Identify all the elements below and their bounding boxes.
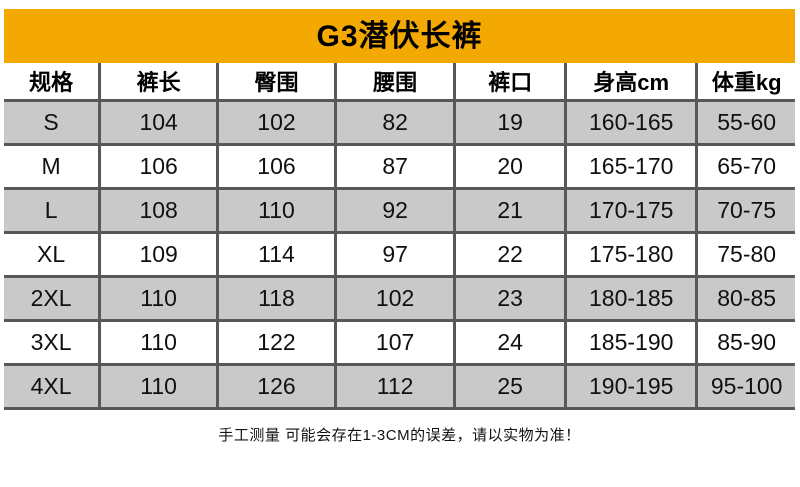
table-row: S 104 102 82 19 160-165 55-60 [4, 100, 795, 144]
size-cell: 3XL [30, 328, 72, 355]
value-cell: 107 [333, 320, 455, 364]
value-cell: 106 [98, 144, 218, 188]
page-title: G3潜伏长裤 [316, 20, 483, 53]
value-cell: 180-185 [564, 276, 697, 320]
value-cell: 122 [216, 320, 336, 364]
column-header: 裤口 [453, 63, 566, 100]
table-body: S 104 102 82 19 160-165 55-60 M 106 106 87 20 165-17… [4, 100, 795, 408]
size-cell: XL [37, 240, 66, 267]
value-cell: 102 [333, 276, 455, 320]
value-cell: 92 [333, 188, 455, 232]
value-cell: 22 [453, 232, 566, 276]
value-cell: 87 [333, 144, 455, 188]
size-chart-table: 规格 裤长 臀围 腰围 裤口 身高cm 体重kg S 104 102 82 19 160-165 55-… [4, 63, 795, 410]
value-cell: 185-190 [564, 320, 697, 364]
value-cell: 190-195 [564, 364, 697, 408]
value-cell: 165-170 [564, 144, 697, 188]
value-cell: 24 [453, 320, 566, 364]
value-cell: 70-75 [695, 188, 795, 232]
value-cell: 80-85 [695, 276, 795, 320]
table-header: 规格 裤长 臀围 腰围 裤口 身高cm 体重kg [4, 63, 795, 100]
value-cell: 106 [216, 144, 336, 188]
column-header: 规格 [29, 69, 74, 95]
value-cell: 175-180 [564, 232, 697, 276]
table-row: 3XL 110 122 107 24 185-190 85-90 [4, 320, 795, 364]
table-row: XL 109 114 97 22 175-180 75-80 [4, 232, 795, 276]
value-cell: 19 [453, 100, 566, 144]
column-header: 体重kg [695, 63, 795, 100]
value-cell: 21 [453, 188, 566, 232]
value-cell: 109 [98, 232, 218, 276]
value-cell: 126 [216, 364, 336, 408]
value-cell: 160-165 [564, 100, 697, 144]
title-banner: G3潜伏长裤 [4, 9, 795, 63]
value-cell: 110 [98, 364, 218, 408]
value-cell: 104 [98, 100, 218, 144]
value-cell: 20 [453, 144, 566, 188]
value-cell: 114 [216, 232, 336, 276]
value-cell: 85-90 [695, 320, 795, 364]
value-cell: 108 [98, 188, 218, 232]
value-cell: 118 [216, 276, 336, 320]
value-cell: 97 [333, 232, 455, 276]
value-cell: 102 [216, 100, 336, 144]
header-row: 规格 裤长 臀围 腰围 裤口 身高cm 体重kg [4, 63, 795, 100]
column-header: 裤长 [98, 63, 218, 100]
size-cell: M [41, 152, 61, 179]
size-cell: S [43, 108, 59, 135]
column-header: 身高cm [564, 63, 697, 100]
value-cell: 110 [98, 276, 218, 320]
value-cell: 112 [333, 364, 455, 408]
value-cell: 170-175 [564, 188, 697, 232]
table-row: M 106 106 87 20 165-170 65-70 [4, 144, 795, 188]
value-cell: 110 [98, 320, 218, 364]
value-cell: 55-60 [695, 100, 795, 144]
value-cell: 95-100 [695, 364, 795, 408]
size-cell: 4XL [30, 372, 72, 399]
size-chart-sheet: G3潜伏长裤 规格 裤长 臀围 腰围 裤口 身高cm 体重kg S 104 102 82 19 160… [4, 9, 795, 444]
value-cell: 82 [333, 100, 455, 144]
table-row: L 108 110 92 21 170-175 70-75 [4, 188, 795, 232]
value-cell: 75-80 [695, 232, 795, 276]
value-cell: 23 [453, 276, 566, 320]
value-cell: 65-70 [695, 144, 795, 188]
size-cell: L [44, 196, 58, 223]
table-row: 2XL 110 118 102 23 180-185 80-85 [4, 276, 795, 320]
size-cell: 2XL [30, 284, 72, 311]
footer-note: 手工测量 可能会存在1-3CM的误差，请以实物为准！ [218, 426, 581, 444]
column-header: 臀围 [216, 63, 336, 100]
value-cell: 110 [216, 188, 336, 232]
table-row: 4XL 110 126 112 25 190-195 95-100 [4, 364, 795, 408]
column-header: 腰围 [333, 63, 455, 100]
value-cell: 25 [453, 364, 566, 408]
